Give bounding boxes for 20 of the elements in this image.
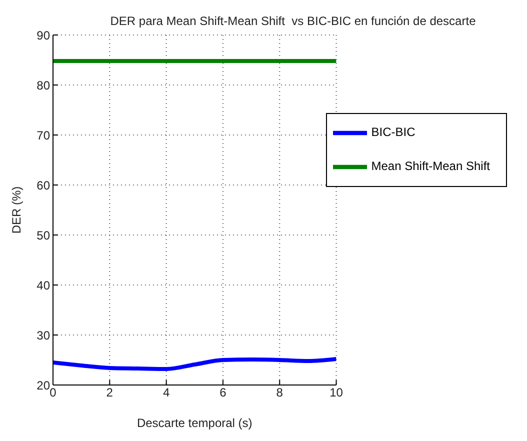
y-tick-label: 60 (36, 178, 50, 192)
legend-label: BIC-BIC (371, 125, 416, 140)
y-axis-title: DER (%) (9, 186, 24, 234)
y-tick-label: 20 (36, 378, 50, 392)
chart-title: DER para Mean Shift-Mean Shift vs BIC-BIC en función de descarte (109, 14, 477, 28)
y-tick-label: 90 (36, 28, 50, 42)
y-tick-label: 40 (36, 278, 50, 292)
y-tick-label: 80 (36, 78, 50, 92)
x-tick-label: 4 (162, 386, 170, 400)
legend-label: Mean Shift-Mean Shift (371, 159, 490, 174)
y-tick-label: 30 (36, 328, 50, 342)
x-tick-label: 8 (276, 386, 284, 400)
x-tick-label: 2 (106, 386, 114, 400)
y-tick-label: 70 (36, 128, 50, 142)
x-tick-label: 10 (330, 386, 344, 400)
y-tick-label: 50 (36, 228, 50, 242)
x-tick-label: 0 (50, 386, 57, 400)
x-tick-label: 6 (220, 386, 227, 400)
line-series (53, 357, 336, 371)
x-axis-title: Descarte temporal (s) (136, 416, 252, 430)
